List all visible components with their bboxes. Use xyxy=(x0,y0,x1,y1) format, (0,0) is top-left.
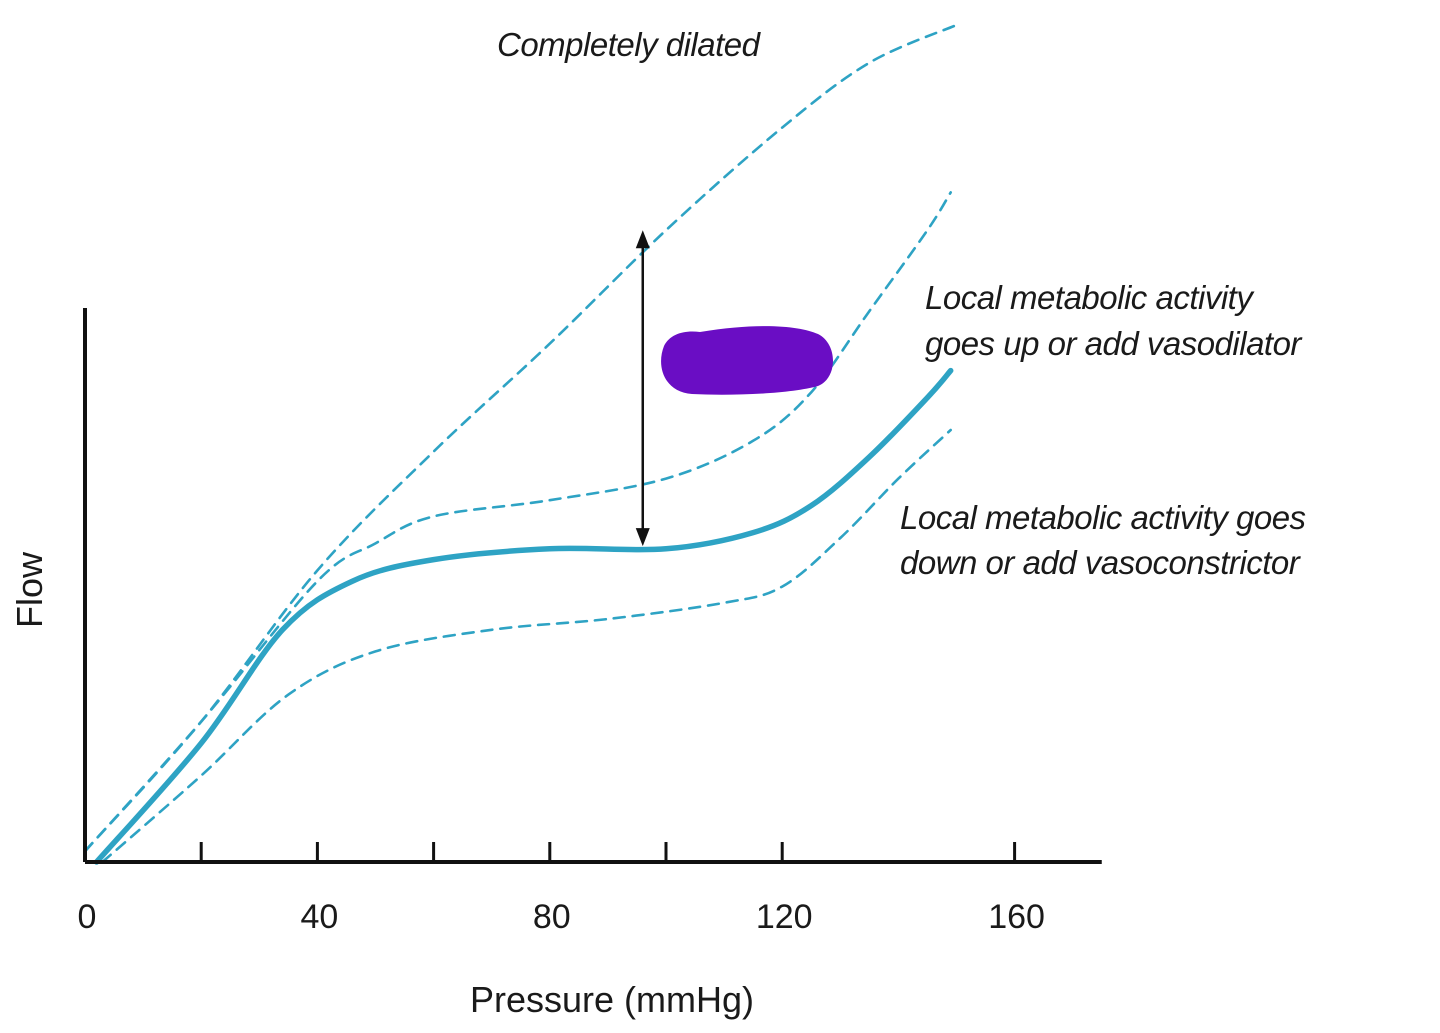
annotation-vasodilator-line-2: goes up or add vasodilator xyxy=(925,325,1303,362)
x-tick-label-160: 160 xyxy=(988,898,1045,936)
x-tick-label-120: 120 xyxy=(756,898,813,936)
annotation-vasoconstrictor-line-1: Local metabolic activity goes xyxy=(900,499,1306,536)
x-axis-title: Pressure (mmHg) xyxy=(470,979,754,1020)
annotations-layer: Completely dilated Local metabolic activ… xyxy=(497,26,1306,581)
x-tick-label-40: 40 xyxy=(300,898,338,936)
series-normal-autoregulation xyxy=(93,367,954,865)
x-tick-label-0: 0 xyxy=(78,898,97,936)
annotation-vasoconstrictor-line-2: down or add vasoconstrictor xyxy=(900,544,1302,581)
axes-layer: 0 40 80 120 160 xyxy=(78,308,1102,936)
annotation-completely-dilated: Completely dilated xyxy=(497,26,762,63)
arrow-head-bottom xyxy=(635,528,650,547)
y-axis-title: Flow xyxy=(9,551,50,628)
annotation-vasodilator-line-1: Local metabolic activity xyxy=(925,279,1255,316)
series-completely-dilated xyxy=(83,23,958,853)
curves-layer xyxy=(83,23,958,865)
series-local-metabolic-activity-goes-up-or-add-vasodilator xyxy=(83,191,952,853)
series-local-metabolic-activity-goes-down-or-add-vasoconstrictor xyxy=(101,428,952,864)
blob-layer xyxy=(661,326,833,395)
arrow-layer xyxy=(635,230,650,547)
arrow-head-top xyxy=(635,230,650,249)
x-tick-label-80: 80 xyxy=(533,898,571,936)
purple-redaction-blob xyxy=(661,326,833,395)
